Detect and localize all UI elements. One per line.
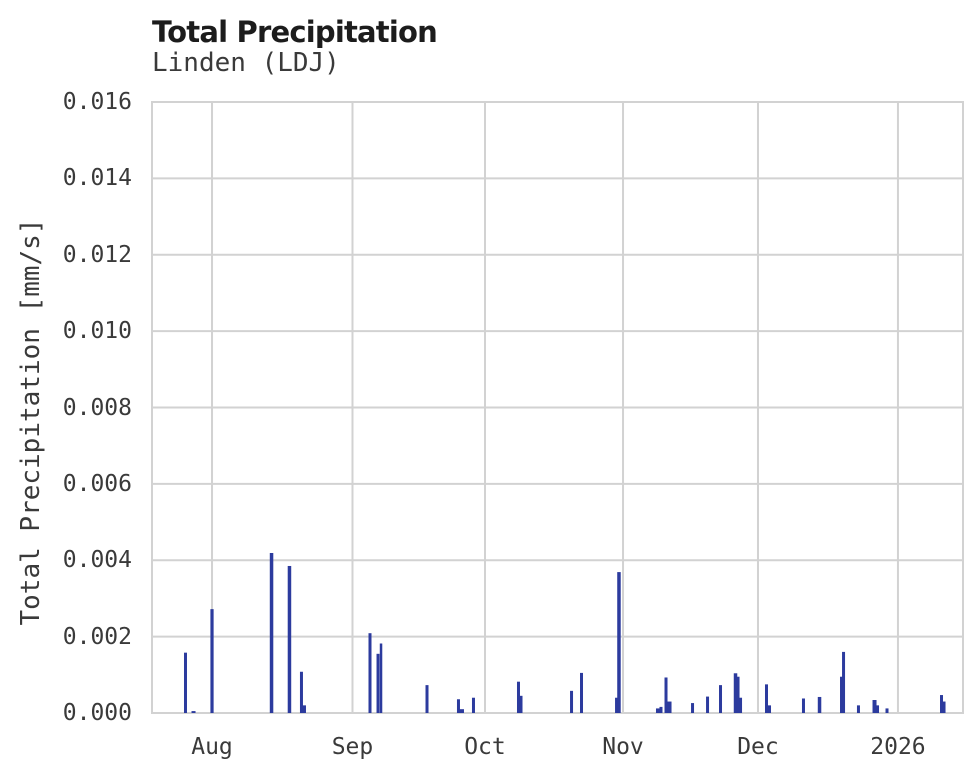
precipitation-bar <box>210 609 214 713</box>
precipitation-bar <box>764 684 768 713</box>
chart-title: Total Precipitation <box>152 15 438 49</box>
y-tick-label: 0.000 <box>62 700 132 726</box>
y-tick-label: 0.006 <box>62 470 132 497</box>
x-tick-label: Oct <box>464 734 506 760</box>
precipitation-bar <box>872 700 877 713</box>
y-tick-label: 0.008 <box>62 394 132 421</box>
precipitation-bar <box>706 696 710 713</box>
x-tick-label: Sep <box>331 734 374 760</box>
precipitation-bar <box>269 552 274 713</box>
precipitation-bar <box>458 709 464 713</box>
x-tick-label: Aug <box>191 734 233 760</box>
precipitation-bar <box>519 695 523 713</box>
precipitation-bar <box>691 703 695 713</box>
x-tick-label: 2026 <box>870 734 926 760</box>
precipitation-bar <box>615 697 619 713</box>
precipitation-bar <box>840 676 844 713</box>
precipitation-bar <box>301 705 306 713</box>
precipitation-bar <box>580 672 584 713</box>
precipitation-bar <box>817 696 822 713</box>
precipitation-bar <box>664 677 668 713</box>
precipitation-bar <box>516 681 520 713</box>
precipitation-bar <box>425 685 429 713</box>
precipitation-bar <box>379 643 383 713</box>
precipitation-bar <box>655 708 660 713</box>
plot-border <box>151 101 964 714</box>
precipitation-bar <box>659 706 663 713</box>
y-tick-label: 0.002 <box>62 623 132 650</box>
precipitation-bar <box>876 705 880 713</box>
precipitation-bar <box>885 708 889 713</box>
precipitation-bar <box>368 633 372 713</box>
precipitation-bar <box>942 701 946 713</box>
chart-subtitle: Linden (LDJ) <box>152 48 340 78</box>
precipitation-bar <box>842 651 846 713</box>
precipitation-bar <box>191 711 196 713</box>
precipitation-bar <box>801 698 805 713</box>
precipitation-bar <box>940 695 944 713</box>
precipitation-bar <box>456 699 460 713</box>
y-tick-label: 0.004 <box>62 547 132 574</box>
y-tick-label: 0.012 <box>62 241 132 268</box>
precipitation-bar <box>719 685 723 713</box>
precipitation-bar <box>617 572 621 713</box>
y-tick-label: 0.016 <box>62 89 132 115</box>
x-tick-label: Dec <box>737 734 779 760</box>
precipitation-bar <box>733 673 738 713</box>
x-tick-label: Nov <box>602 734 644 760</box>
precipitation-bar <box>376 653 380 713</box>
precipitation-bar <box>570 690 574 713</box>
y-tick-label: 0.014 <box>62 165 132 192</box>
precipitation-bar <box>856 705 860 713</box>
precipitation-bar <box>471 697 475 713</box>
precipitation-bar <box>739 697 743 713</box>
precipitation-bar <box>183 652 187 713</box>
precipitation-bar <box>299 671 303 713</box>
precipitation-bar <box>665 701 672 713</box>
precipitation-bar <box>767 705 772 713</box>
y-tick-label: 0.010 <box>62 318 132 345</box>
precipitation-bar <box>287 565 292 713</box>
precipitation-bar <box>736 676 740 713</box>
